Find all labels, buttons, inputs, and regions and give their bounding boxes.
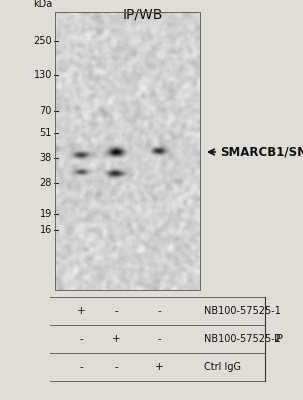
Text: SMARCB1/SNF5: SMARCB1/SNF5 bbox=[220, 146, 303, 158]
Text: 51: 51 bbox=[40, 128, 52, 138]
Text: Ctrl IgG: Ctrl IgG bbox=[204, 362, 241, 372]
Text: -: - bbox=[114, 362, 118, 372]
Text: 38: 38 bbox=[40, 153, 52, 163]
Text: NB100-57525-2: NB100-57525-2 bbox=[204, 334, 281, 344]
Text: 28: 28 bbox=[40, 178, 52, 188]
Text: 16: 16 bbox=[40, 225, 52, 235]
Text: +: + bbox=[77, 306, 85, 316]
Text: 130: 130 bbox=[34, 70, 52, 80]
Text: IP: IP bbox=[274, 334, 284, 344]
Text: IP/WB: IP/WB bbox=[122, 8, 163, 22]
Text: 19: 19 bbox=[40, 208, 52, 218]
Text: kDa: kDa bbox=[33, 0, 52, 9]
Text: -: - bbox=[158, 306, 161, 316]
Text: -: - bbox=[79, 334, 83, 344]
Text: 250: 250 bbox=[33, 36, 52, 46]
Text: -: - bbox=[114, 306, 118, 316]
Text: NB100-57525-1: NB100-57525-1 bbox=[204, 306, 281, 316]
Text: +: + bbox=[155, 362, 164, 372]
Text: +: + bbox=[112, 334, 120, 344]
Text: -: - bbox=[158, 334, 161, 344]
Text: 70: 70 bbox=[40, 106, 52, 116]
Text: -: - bbox=[79, 362, 83, 372]
Bar bbox=[55, 12, 200, 290]
